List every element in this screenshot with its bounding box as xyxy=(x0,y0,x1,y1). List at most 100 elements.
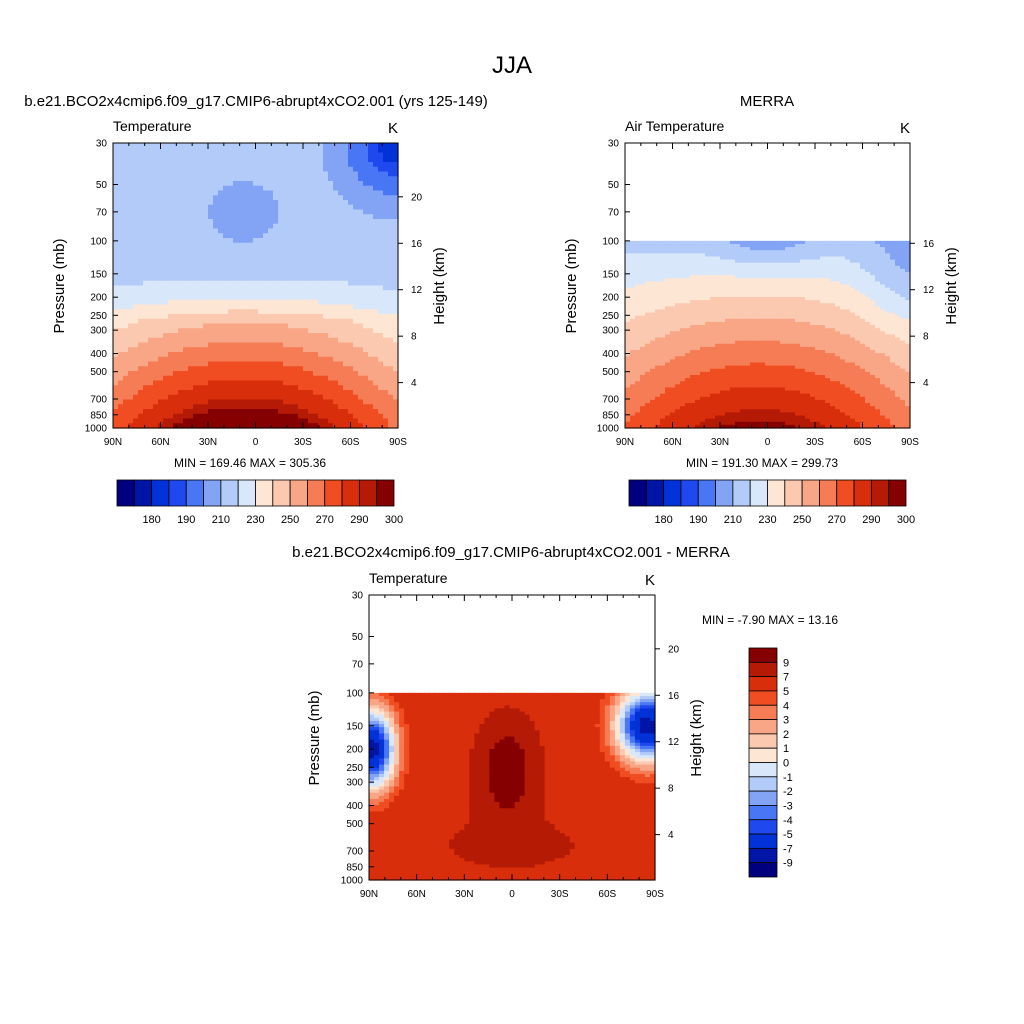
contour-cell xyxy=(765,253,771,258)
contour-cell xyxy=(283,238,289,244)
contour-cell xyxy=(660,259,666,264)
contour-cell xyxy=(143,309,149,315)
contour-cell xyxy=(318,385,324,391)
contour-cell xyxy=(393,257,399,263)
contour-cell xyxy=(700,265,706,270)
contour-cell xyxy=(378,176,384,182)
contour-cell xyxy=(870,300,876,304)
contour-cell xyxy=(710,281,716,286)
contour-cell xyxy=(800,315,806,320)
colorbar: 180 190 210 230 250 270 290 300 xyxy=(116,479,403,526)
contour-cell xyxy=(745,290,751,295)
contour-cell xyxy=(268,404,274,410)
contour-cell xyxy=(715,272,721,276)
contour-cell xyxy=(138,337,144,344)
contour-cell xyxy=(163,399,169,405)
contour-cell xyxy=(815,315,821,320)
contour-cell xyxy=(635,290,641,295)
contour-cell xyxy=(258,276,264,282)
contour-cell xyxy=(188,347,194,353)
contour-cell xyxy=(393,404,399,410)
contour-cell xyxy=(725,240,731,245)
contour-cell xyxy=(338,323,344,329)
contour-cell xyxy=(198,299,204,306)
contour-cell xyxy=(343,185,349,192)
contour-cell xyxy=(640,297,646,301)
contour-cell xyxy=(118,190,124,196)
contour-cell xyxy=(885,290,891,295)
contour-cell xyxy=(303,166,309,173)
contour-cell xyxy=(168,418,174,424)
contour-cell xyxy=(213,185,219,192)
contour-cell xyxy=(890,247,896,251)
contour-cell xyxy=(153,261,159,268)
contour-cell xyxy=(243,366,249,372)
contour-cell xyxy=(840,290,846,295)
contour-cell xyxy=(845,287,851,292)
contour-cell xyxy=(128,409,134,415)
contour-cell xyxy=(168,347,174,353)
contour-cell xyxy=(248,228,254,234)
contour-cell xyxy=(338,352,344,358)
contour-cell xyxy=(123,423,129,429)
x-tick-label: 90N xyxy=(104,437,122,448)
contour-cell xyxy=(288,219,294,225)
contour-cell xyxy=(223,314,229,320)
contour-cell xyxy=(258,152,264,158)
contour-cell xyxy=(640,259,646,264)
contour-cell xyxy=(278,266,284,272)
contour-cell xyxy=(228,166,234,173)
contour-cell xyxy=(213,162,219,168)
contour-cell xyxy=(905,287,911,292)
contour-cell xyxy=(368,371,374,377)
contour-cell xyxy=(303,404,309,410)
contour-cell xyxy=(248,190,254,196)
contour-cell xyxy=(143,413,149,420)
contour-cell xyxy=(845,265,851,270)
contour-cell xyxy=(233,380,239,386)
contour-cell xyxy=(348,195,354,201)
contour-cell xyxy=(243,204,249,211)
contour-cell xyxy=(183,152,189,158)
contour-cell xyxy=(348,366,354,372)
contour-cell xyxy=(268,261,274,268)
contour-cell xyxy=(880,243,886,248)
contour-cell xyxy=(258,257,264,263)
contour-cell xyxy=(173,323,179,329)
contour-cell xyxy=(830,309,836,314)
contour-cell xyxy=(288,166,294,173)
contour-cell xyxy=(273,171,279,177)
contour-cell xyxy=(178,238,184,244)
contour-cell xyxy=(810,275,816,279)
contour-cell xyxy=(880,315,886,320)
contour-cell xyxy=(690,297,696,301)
contour-cell xyxy=(845,278,851,282)
contour-cell xyxy=(268,219,274,225)
contour-cell xyxy=(630,278,636,282)
contour-cell xyxy=(393,223,399,230)
contour-cell xyxy=(278,299,284,306)
contour-cell xyxy=(323,290,329,296)
contour-cell xyxy=(218,423,224,429)
contour-cell xyxy=(168,380,174,386)
contour-cell xyxy=(685,243,691,248)
contour-cell xyxy=(760,253,766,258)
contour-cell xyxy=(168,409,174,415)
contour-cell xyxy=(248,209,254,215)
contour-cell xyxy=(393,309,399,315)
contour-cell xyxy=(113,366,119,372)
contour-cell xyxy=(258,166,264,173)
contour-cell xyxy=(900,297,906,301)
contour-cell xyxy=(363,143,369,149)
contour-cell xyxy=(685,284,691,289)
contour-cell xyxy=(865,293,871,298)
contour-cell xyxy=(870,315,876,320)
contour-cell xyxy=(378,280,384,287)
contour-cell xyxy=(855,256,861,261)
contour-cell xyxy=(168,190,174,196)
contour-cell xyxy=(388,247,394,253)
contour-cell xyxy=(158,152,164,158)
contour-cell xyxy=(208,271,214,277)
contour-cell xyxy=(218,394,224,401)
contour-cell xyxy=(635,278,641,282)
